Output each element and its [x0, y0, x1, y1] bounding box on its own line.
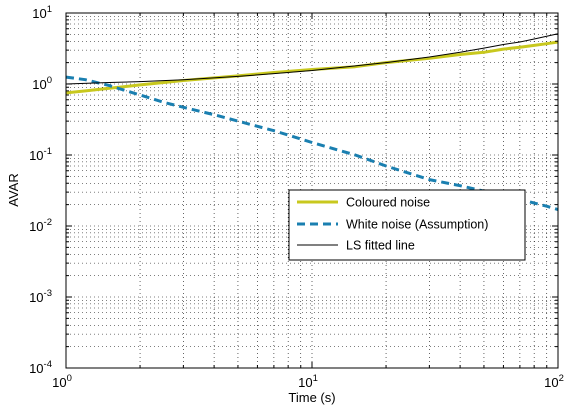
y-tick-label: 100: [32, 75, 52, 92]
legend-label-ls-fitted-line: LS fitted line: [346, 239, 415, 253]
y-tick-label: 10-1: [29, 146, 52, 163]
legend-label-coloured-noise: Coloured noise: [346, 196, 430, 210]
y-tick-label: 101: [32, 4, 52, 21]
axis-ticks: [65, 13, 558, 369]
legend: Coloured noise White noise (Assumption) …: [288, 189, 526, 261]
ls-fitted-line: [65, 33, 559, 85]
white-noise-line: [65, 75, 559, 212]
y-axis-title: AVAR: [6, 173, 21, 206]
y-tick-label: 10-4: [29, 359, 52, 376]
x-tick-label: 101: [298, 373, 318, 390]
y-tick-label: 10-3: [29, 288, 52, 305]
x-tick-label: 100: [52, 373, 72, 390]
y-tick-label: 10-2: [29, 217, 52, 234]
tick-labels: 100 101 102 10-4 10-3 10-2 10-1 100 101: [29, 4, 564, 390]
x-axis-title: Time (s): [288, 390, 335, 405]
legend-label-white-noise: White noise (Assumption): [346, 218, 488, 232]
x-tick-label: 102: [544, 373, 564, 390]
series-layer: [65, 33, 559, 212]
